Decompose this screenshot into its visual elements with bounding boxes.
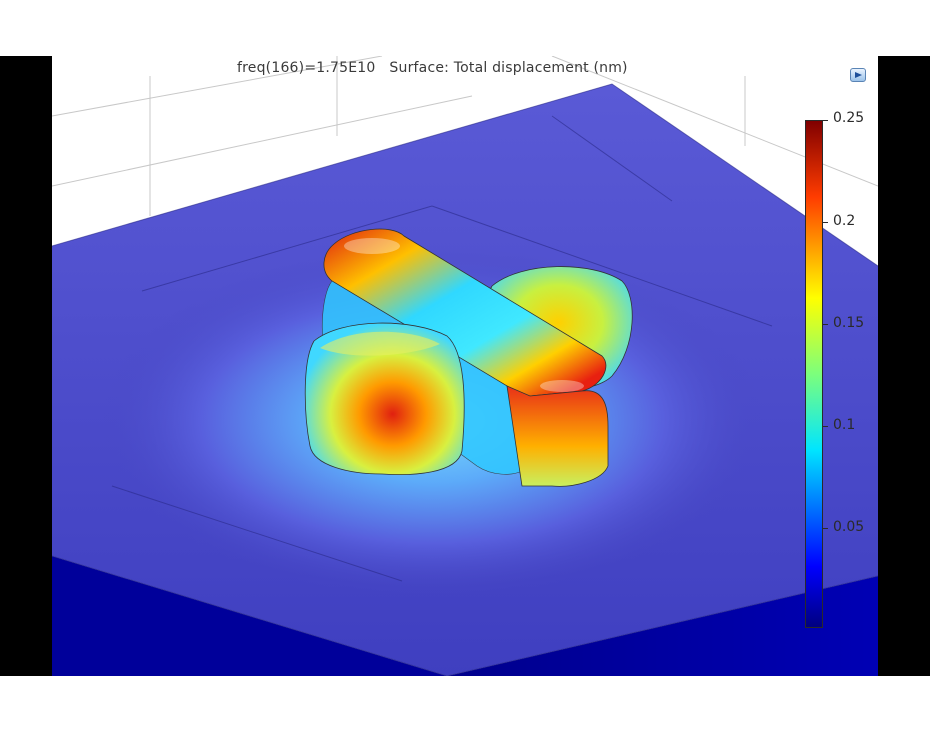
colorbar-tick [823, 426, 828, 427]
figure-frame: freq(166)=1.75E10 Surface: Total displac… [0, 56, 930, 676]
view-options-icon[interactable] [850, 68, 866, 82]
graphics-window: freq(166)=1.75E10 Surface: Total displac… [52, 56, 878, 676]
bar-specular-highlight [344, 238, 400, 254]
colorbar-tick [823, 324, 828, 325]
colorbar-tick [823, 222, 828, 223]
axis-grid [52, 56, 878, 216]
colorbar-tick [823, 528, 828, 529]
front-contact-pad [304, 322, 465, 475]
colorbar-tick [823, 120, 828, 121]
bar-end-specular-highlight [540, 380, 584, 392]
colorbar-tick-label: 0.25 [833, 110, 865, 126]
plot-title: freq(166)=1.75E10 Surface: Total displac… [237, 60, 628, 76]
front-pad-top-highlight [320, 331, 440, 356]
displacement-surface-plot [52, 56, 878, 676]
colorbar-tick-label: 0.05 [833, 519, 865, 535]
colorbar-tick-label: 0.1 [833, 417, 856, 433]
colorbar-tick-label: 0.2 [833, 213, 856, 229]
resonator-bar-front-face [506, 385, 609, 487]
mesh-edges [52, 83, 878, 676]
color-legend-bar [805, 120, 823, 628]
colorbar-tick-label: 0.15 [833, 315, 865, 331]
